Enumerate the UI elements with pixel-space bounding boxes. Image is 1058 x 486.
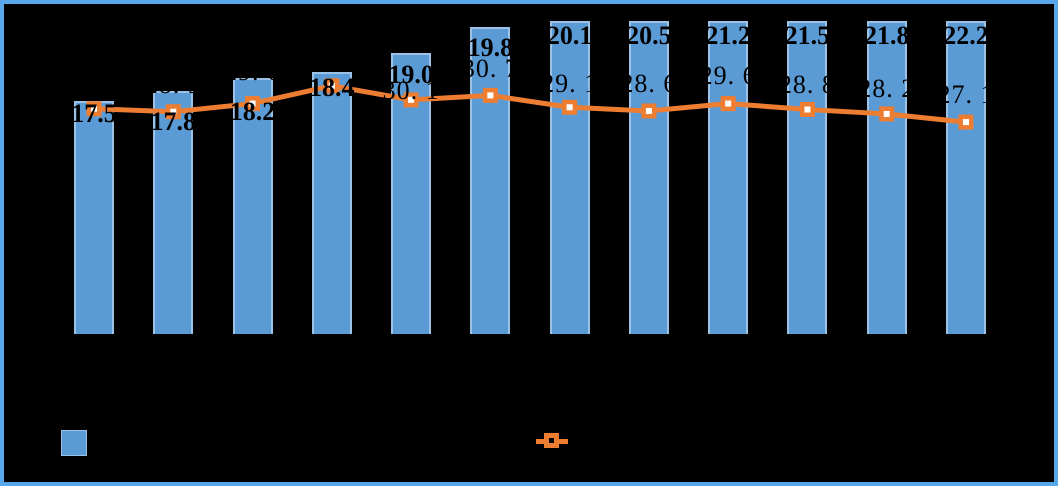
line-marker-center [328,82,335,89]
bar [708,21,749,334]
bar-value-label: 22.2 [943,21,989,50]
bar [628,21,669,334]
line-marker-center [962,119,969,126]
bar-value-label: 21.2 [705,21,751,50]
line-marker-center [725,100,732,107]
bar-value-label: 20.1 [546,21,593,50]
bar-value-label: 20.5 [626,21,672,50]
line-marker-center [804,106,811,113]
bar [470,26,511,334]
line-marker-center [645,107,652,114]
line-value-label: 30. 1 [382,75,440,105]
line-value-label: 32. 0 [303,44,361,74]
line-value-label: 29. 1 [541,69,599,99]
bar-value-label: 21.8 [863,21,910,50]
bar-value-label: 21.5 [784,21,831,50]
bar-value-label: 19.0 [388,59,434,89]
line-marker-center [408,96,415,103]
line-value-label: 29. 6 [224,56,282,86]
trend-line [93,83,967,125]
bar [232,78,273,334]
bar-value-label: 18.4 [309,73,355,103]
line-marker-center [566,104,573,111]
legend-line-marker-icon [544,433,559,448]
line-value-label: 29. 6 [699,60,757,90]
bar [866,21,907,334]
line-value-label: 28. 5 [144,69,202,99]
bar-value-label: 19.8 [467,32,514,62]
line-marker-center [249,100,256,107]
line-marker-center [883,110,890,117]
legend-line-swatch [536,433,568,450]
line-marker-center [91,105,97,112]
bar-value-label: 17.8 [150,107,197,137]
bar [787,21,828,334]
bar [74,101,114,334]
line-marker-center [170,108,177,115]
bar [153,91,194,334]
line-value-label: 28. 9 [65,67,123,97]
line-value-label: 28. 8 [778,70,836,100]
bar [549,21,590,334]
line-value-label: 28. 2 [858,73,916,103]
line-value-label: 27. 1 [937,80,995,110]
line-series [86,78,974,130]
legend-line-marker-center [549,438,554,443]
bar-value-label: 17.5 [71,99,117,128]
line-value-label: 28. 6 [620,68,678,98]
line-marker-center [487,92,494,99]
line-value-label: 30. 7 [461,54,519,84]
legend-bar-swatch [61,430,87,456]
plot-area: 17.5 17.8 18.2 18.4 19.0 19.8 20.1 20.5 21.2 21.5… [4,4,1054,482]
bar-value-label: 18.2 [229,97,276,127]
bar [945,21,986,334]
bar [311,72,352,334]
